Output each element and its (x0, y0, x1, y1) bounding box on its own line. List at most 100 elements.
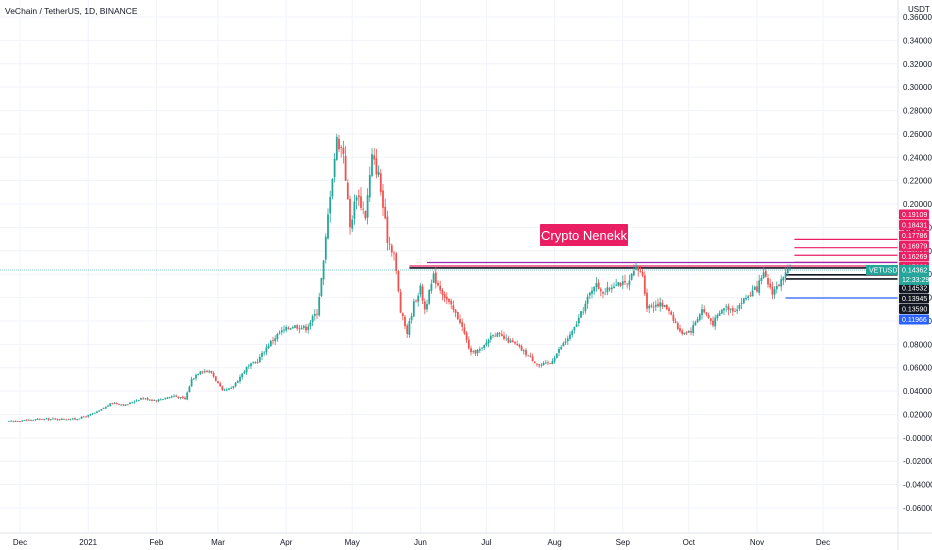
candle-body (434, 272, 437, 284)
price-tag-label: 0.13590 (902, 306, 927, 313)
candle-body (408, 321, 411, 335)
candle-body (696, 319, 699, 323)
symbol-tag-label: VETUSDT (869, 267, 902, 274)
candle-body (278, 332, 281, 334)
candle-body (421, 286, 424, 301)
price-tag-label: 0.18431 (902, 222, 927, 229)
candle-body (630, 273, 633, 280)
price-tag (899, 251, 929, 262)
candle-body (610, 287, 613, 290)
y-tick-label: 0.24000 (903, 153, 932, 162)
candle-body (767, 278, 769, 285)
candle-body (131, 402, 134, 404)
candle-body (773, 289, 776, 295)
candle-body (459, 319, 461, 324)
candle-body (261, 352, 263, 357)
candle-body (159, 399, 162, 401)
candle-body (553, 358, 556, 362)
candle-body (309, 322, 312, 327)
price-tag-label: 0.14532 (902, 285, 927, 292)
candle-body (144, 398, 147, 400)
candle-body (179, 397, 182, 398)
candle-body (355, 197, 358, 201)
price-tag-label: 0.16979 (902, 243, 927, 250)
candle-body (98, 410, 101, 412)
candle-body (758, 280, 761, 293)
candle-body (283, 329, 285, 331)
candle-body (351, 219, 354, 229)
candle-body (659, 302, 662, 307)
price-tags: 0.191090.184310.177860.169790.162690.156… (866, 209, 929, 325)
candle-body (538, 364, 541, 366)
candle-body (250, 363, 252, 367)
candle-body (263, 352, 266, 354)
candle-body (487, 340, 490, 344)
candle-body (199, 371, 202, 375)
candle-body (560, 346, 563, 350)
candle-body (223, 389, 226, 391)
candle-body (269, 340, 272, 347)
candle-body (734, 311, 736, 312)
candle-body (228, 388, 230, 390)
candle-body (584, 303, 587, 312)
candle-body (485, 342, 488, 345)
price-tag (899, 293, 929, 304)
candle-body (236, 380, 239, 383)
candle-body (384, 206, 387, 219)
candle-body (525, 350, 527, 356)
candle-body (643, 275, 646, 294)
candle-body (188, 386, 191, 393)
candle-body (476, 350, 479, 354)
y-tick-label: -0.04000 (903, 481, 932, 490)
y-tick-label: -0.06000 (903, 504, 932, 513)
candle-body (272, 340, 274, 342)
candle-body (397, 271, 400, 292)
candle-body (753, 286, 756, 290)
candle-body (177, 396, 180, 399)
candle-body (254, 361, 257, 363)
candle-body (91, 413, 94, 415)
candle-body (437, 282, 439, 286)
y-tick-label: -0.02000 (903, 457, 932, 466)
candle-body (296, 325, 299, 329)
candle-body (456, 311, 459, 320)
candle-body (564, 341, 567, 343)
price-tag (899, 314, 929, 325)
candle-body (657, 303, 659, 307)
watermark-background (540, 224, 628, 246)
candle-body (588, 292, 591, 296)
watermark-label: Crypto Nenekk (540, 224, 628, 246)
y-tick-label: 0.34000 (903, 36, 932, 45)
candle-body (21, 420, 24, 422)
candle-body (52, 418, 54, 420)
candle-body (417, 295, 420, 302)
x-tick-label: Jun (414, 538, 427, 547)
candle-body (379, 173, 382, 193)
candle-body (626, 283, 629, 285)
candle-body (709, 318, 712, 321)
x-tick-label: 2021 (79, 538, 97, 547)
candle-body (331, 178, 334, 197)
candle-body (751, 290, 754, 297)
candle-body (701, 309, 703, 315)
candle-body (518, 344, 521, 347)
candle-body (58, 419, 61, 421)
candle-body (8, 420, 10, 422)
candle-body (516, 343, 519, 346)
chart-title: VeChain / TetherUS, 1D, BINANCE (5, 6, 138, 16)
y-tick-label: -0.00000 (903, 434, 932, 443)
candle-body (716, 314, 719, 319)
candle-body (241, 373, 244, 378)
candle-body (289, 328, 292, 330)
candle-body (478, 349, 481, 351)
candle-body (245, 366, 248, 373)
candle-body (566, 338, 569, 342)
candle-body (186, 392, 189, 400)
candle-body (109, 403, 112, 406)
candle-body (258, 356, 261, 363)
candle-body (448, 298, 450, 302)
candle-body (575, 324, 578, 327)
candle-body (164, 398, 167, 400)
